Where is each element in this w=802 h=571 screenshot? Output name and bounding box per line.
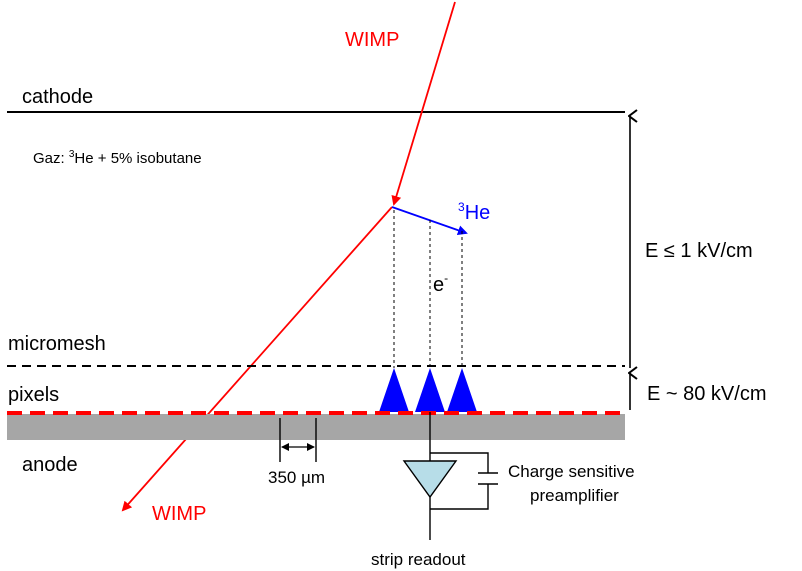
feedback-path-return <box>430 484 489 510</box>
preamp-triangle <box>402 460 458 499</box>
he3-recoil-track <box>391 206 468 236</box>
wimp-incoming-label: WIMP <box>345 29 399 51</box>
strip-readout-label: strip readout <box>371 550 466 569</box>
wimp-outgoing-track <box>121 206 393 512</box>
avalanche-triangle-3 <box>447 368 477 412</box>
feedback-path <box>430 452 489 473</box>
pitch-label: 350 µm <box>268 468 325 487</box>
wimp-incoming-track <box>391 1 456 206</box>
electron-label: e- <box>433 271 448 296</box>
micromesh-label: micromesh <box>8 333 106 355</box>
wimp-outgoing-label: WIMP <box>152 503 206 525</box>
gas-label: Gaz: 3He + 5% isobutane <box>33 149 202 167</box>
anode-label: anode <box>22 454 78 476</box>
preamp-label-line1: Charge sensitive <box>508 462 635 481</box>
avalanche-triangle-1 <box>379 368 409 412</box>
preamp-label-line2: preamplifier <box>530 486 619 505</box>
amp-field-label: E ~ 80 kV/cm <box>647 383 767 405</box>
drift-field-label: E ≤ 1 kV/cm <box>645 240 753 262</box>
cathode-label: cathode <box>22 86 93 108</box>
he3-label: 3He <box>458 200 490 224</box>
pixels-label: pixels <box>8 384 59 406</box>
avalanche-triangle-2 <box>415 368 445 412</box>
